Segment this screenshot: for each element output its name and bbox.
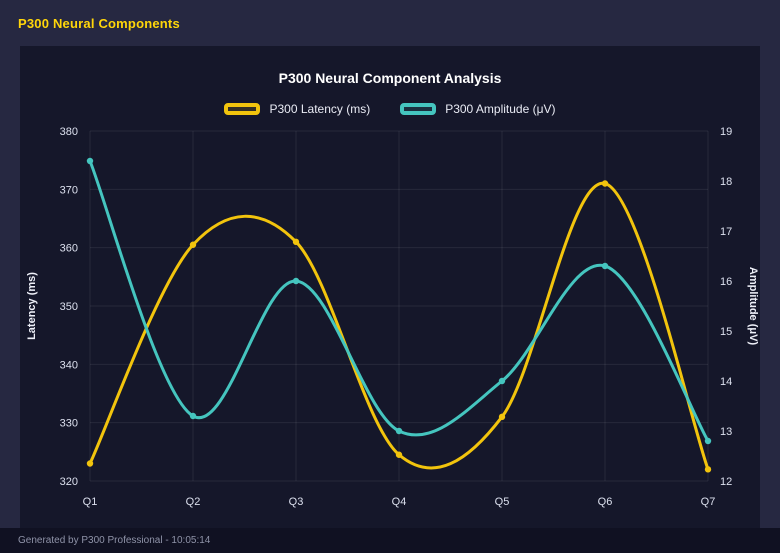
x-axis-tick: Q5 xyxy=(495,496,510,508)
data-point xyxy=(86,157,94,165)
right-axis-tick: 13 xyxy=(720,426,732,438)
left-axis-tick: 320 xyxy=(60,476,78,488)
x-axis-tick: Q2 xyxy=(186,496,201,508)
x-axis-tick: Q7 xyxy=(701,496,716,508)
line-chart-canvas[interactable]: 320 330 340 350 360 370 380 12 13 14 15 16 17 18 19 Q1 Q… xyxy=(20,119,760,519)
legend-item-amplitude[interactable]: P300 Amplitude (μV) xyxy=(400,102,556,116)
right-axis-tick: 14 xyxy=(720,376,732,388)
page-title: P300 Neural Components xyxy=(18,16,180,31)
data-point xyxy=(498,377,506,385)
right-axis-tick: 12 xyxy=(720,476,732,488)
data-point xyxy=(189,412,197,420)
data-point xyxy=(292,277,300,285)
left-axis-title: Latency (ms) xyxy=(26,272,38,340)
left-axis-tick: 330 xyxy=(60,418,78,430)
right-axis-tick: 17 xyxy=(720,226,732,238)
legend-item-latency[interactable]: P300 Latency (ms) xyxy=(224,102,370,116)
right-axis-title: Amplitude (μV) xyxy=(747,267,759,346)
right-axis-tick: 18 xyxy=(720,176,732,188)
right-axis-tick: 16 xyxy=(720,276,732,288)
data-point xyxy=(601,262,609,270)
left-axis-tick: 380 xyxy=(60,126,78,138)
chart-title: P300 Neural Component Analysis xyxy=(278,70,502,86)
left-axis-tick: 350 xyxy=(60,301,78,313)
data-point xyxy=(704,437,712,445)
x-axis-tick: Q3 xyxy=(289,496,304,508)
left-axis-tick: 370 xyxy=(60,184,78,196)
x-axis-tick: Q4 xyxy=(392,496,407,508)
data-point xyxy=(395,427,403,435)
data-point xyxy=(704,466,712,473)
legend-label-latency: P300 Latency (ms) xyxy=(269,102,371,116)
latency-line-swatch-icon xyxy=(224,103,261,115)
amplitude-line-swatch-icon xyxy=(400,103,437,115)
legend-label-amplitude: P300 Amplitude (μV) xyxy=(445,102,556,116)
x-axis-tick: Q6 xyxy=(598,496,613,508)
left-axis-tick: 340 xyxy=(60,359,78,371)
chart-legend: P300 Latency (ms) P300 Amplitude (μV) xyxy=(20,101,760,117)
right-axis-tick: 15 xyxy=(720,326,732,338)
data-point xyxy=(292,238,300,246)
data-point xyxy=(189,241,197,248)
right-axis-tick: 19 xyxy=(720,126,732,138)
data-point xyxy=(498,413,506,421)
x-axis-tick: Q1 xyxy=(83,496,98,508)
left-axis-tick: 360 xyxy=(60,243,78,255)
data-point xyxy=(601,180,609,187)
data-point xyxy=(395,451,403,458)
generated-by-text: Generated by P300 Professional - 10:05:1… xyxy=(18,535,211,546)
status-bar: Generated by P300 Professional - 10:05:1… xyxy=(0,528,780,553)
chart-panel: P300 Neural Component Analysis P300 Late… xyxy=(20,46,760,528)
data-point xyxy=(86,460,94,467)
